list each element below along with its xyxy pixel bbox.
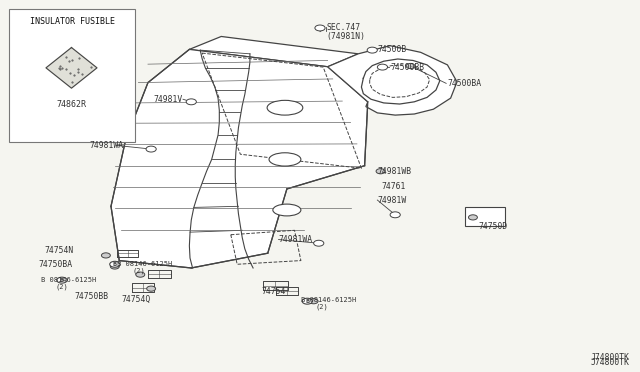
Text: 74754: 74754 (261, 287, 285, 296)
Text: 74500BA: 74500BA (447, 79, 481, 88)
Circle shape (110, 264, 119, 269)
Text: 74500B: 74500B (378, 45, 406, 54)
Text: 74981WB: 74981WB (378, 167, 412, 176)
Text: 74754Q: 74754Q (121, 295, 150, 304)
Circle shape (302, 298, 312, 304)
Polygon shape (46, 48, 97, 88)
Circle shape (315, 25, 325, 31)
Ellipse shape (267, 100, 303, 115)
Circle shape (146, 146, 156, 152)
Circle shape (186, 99, 196, 105)
Ellipse shape (269, 153, 301, 166)
Text: 74750BA: 74750BA (38, 260, 72, 269)
Text: 74981W: 74981W (378, 196, 406, 205)
Circle shape (367, 47, 378, 53)
Text: B 08146-6125H: B 08146-6125H (41, 277, 96, 283)
Text: 74500BB: 74500BB (390, 63, 424, 72)
Text: (74981N): (74981N) (326, 32, 365, 41)
Circle shape (314, 240, 324, 246)
Text: 74761: 74761 (381, 182, 406, 191)
Text: (2): (2) (132, 268, 145, 274)
Text: (2): (2) (56, 283, 68, 290)
Text: 74981WA: 74981WA (90, 141, 124, 150)
Text: 74981V: 74981V (154, 95, 183, 104)
Text: B 08146-6125H: B 08146-6125H (117, 261, 173, 267)
Text: B: B (305, 299, 309, 304)
Text: 74750D: 74750D (478, 222, 508, 231)
Circle shape (136, 272, 145, 277)
Text: 74754N: 74754N (45, 246, 74, 255)
Text: B: B (113, 262, 117, 267)
Text: B 08146-6125H: B 08146-6125H (301, 298, 356, 304)
Circle shape (309, 299, 318, 304)
Circle shape (147, 286, 156, 291)
Text: B: B (60, 278, 64, 283)
Circle shape (376, 169, 385, 174)
Circle shape (406, 63, 415, 68)
Ellipse shape (273, 204, 301, 216)
Circle shape (57, 277, 67, 283)
Text: (2): (2) (316, 304, 328, 310)
Text: 74750BB: 74750BB (75, 292, 109, 301)
Text: J74800TK: J74800TK (590, 353, 629, 362)
Text: INSULATOR FUSIBLE: INSULATOR FUSIBLE (29, 17, 115, 26)
Text: 74862R: 74862R (56, 100, 86, 109)
Text: 74981WA: 74981WA (278, 235, 313, 244)
Polygon shape (328, 46, 457, 115)
Bar (9, 9, 135, 142)
Circle shape (101, 253, 110, 258)
Circle shape (109, 261, 120, 267)
Bar (465, 207, 505, 226)
Polygon shape (189, 36, 358, 67)
Polygon shape (111, 49, 368, 268)
Circle shape (468, 215, 477, 220)
Text: SEC.747: SEC.747 (326, 23, 360, 32)
Circle shape (390, 212, 400, 218)
Circle shape (378, 64, 388, 70)
Text: J74800TK: J74800TK (590, 358, 629, 367)
